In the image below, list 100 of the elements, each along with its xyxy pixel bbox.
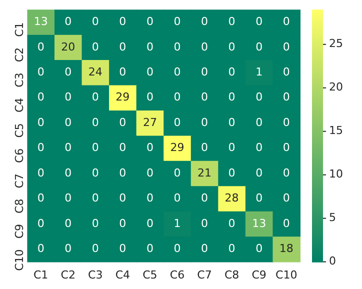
x-tick-label: C3 bbox=[88, 268, 103, 282]
data-label: 27 bbox=[142, 116, 157, 129]
data-label: 0 bbox=[37, 116, 44, 129]
x-tick-label: C8 bbox=[224, 268, 240, 282]
data-label: 0 bbox=[282, 90, 290, 104]
data-label: 24 bbox=[88, 66, 102, 79]
data-label: 0 bbox=[37, 216, 44, 230]
data-label: 0 bbox=[174, 192, 181, 205]
data-label: 0 bbox=[92, 242, 99, 256]
data-label: 0 bbox=[174, 90, 181, 104]
data-label: 0 bbox=[64, 116, 72, 129]
data-label: 0 bbox=[282, 66, 290, 79]
data-label: 0 bbox=[201, 15, 208, 28]
y-tick-label: C6 bbox=[13, 148, 26, 163]
data-label: 1 bbox=[256, 66, 263, 79]
data-label: 0 bbox=[92, 141, 99, 154]
data-label: 20 bbox=[61, 40, 76, 54]
data-label: 0 bbox=[146, 141, 154, 154]
data-label: 0 bbox=[282, 15, 290, 28]
color-bar-label: 5 bbox=[329, 211, 336, 224]
data-label: 0 bbox=[228, 15, 236, 28]
data-label: 0 bbox=[256, 40, 263, 54]
data-label: 0 bbox=[256, 166, 263, 180]
data-label: 0 bbox=[119, 141, 126, 154]
data-label: 0 bbox=[146, 216, 154, 230]
data-label: 0 bbox=[37, 166, 44, 180]
data-label: 0 bbox=[64, 216, 72, 230]
y-tick-label: C4 bbox=[13, 98, 26, 113]
data-label: 0 bbox=[64, 66, 72, 79]
data-label: 0 bbox=[64, 15, 72, 28]
data-label: 0 bbox=[174, 15, 181, 28]
data-label: 0 bbox=[256, 192, 263, 205]
data-label: 0 bbox=[119, 216, 126, 230]
color-bar-label: 0 bbox=[329, 254, 336, 268]
data-label: 0 bbox=[37, 90, 44, 104]
data-label: 0 bbox=[228, 166, 236, 180]
data-label: 1 bbox=[174, 216, 181, 230]
data-label: 0 bbox=[37, 40, 44, 54]
data-label: 0 bbox=[146, 15, 154, 28]
data-label: 0 bbox=[201, 216, 208, 230]
data-label: 0 bbox=[119, 66, 126, 79]
x-tick-label: C2 bbox=[60, 268, 76, 282]
data-label: 0 bbox=[228, 116, 236, 129]
data-label: 0 bbox=[256, 242, 263, 256]
data-label: 0 bbox=[228, 66, 236, 79]
data-label: 0 bbox=[228, 90, 236, 104]
data-label: 0 bbox=[174, 40, 181, 54]
data-label: 0 bbox=[201, 66, 208, 79]
data-label: 0 bbox=[119, 15, 126, 28]
data-label: 13 bbox=[34, 15, 48, 28]
data-label: 29 bbox=[170, 141, 184, 154]
data-label: 28 bbox=[224, 192, 239, 205]
color-bar-label: 15 bbox=[329, 124, 343, 138]
data-label: 0 bbox=[146, 242, 154, 256]
x-tick-label: C1 bbox=[33, 268, 48, 282]
y-tick-label: C3 bbox=[13, 72, 26, 88]
color-bar-label: 25 bbox=[329, 37, 343, 50]
data-label: 0 bbox=[201, 40, 208, 54]
data-label: 0 bbox=[282, 40, 290, 54]
data-label: 0 bbox=[282, 216, 290, 230]
data-label: 0 bbox=[228, 141, 236, 154]
data-label: 0 bbox=[201, 242, 208, 256]
x-tick-label: C10 bbox=[276, 268, 298, 282]
y-tick-label: C7 bbox=[13, 174, 26, 188]
data-label: 0 bbox=[92, 116, 99, 129]
data-label: 0 bbox=[282, 192, 290, 205]
data-label: 0 bbox=[119, 192, 126, 205]
data-label: 0 bbox=[201, 90, 208, 104]
data-label: 0 bbox=[146, 192, 154, 205]
data-label: 0 bbox=[256, 116, 263, 129]
data-label: 0 bbox=[119, 242, 126, 256]
data-label: 0 bbox=[119, 40, 126, 54]
data-label: 0 bbox=[37, 141, 44, 154]
data-label: 0 bbox=[37, 242, 44, 256]
data-label: 0 bbox=[146, 90, 154, 104]
x-tick-label: C6 bbox=[170, 268, 185, 282]
data-label: 0 bbox=[64, 90, 72, 104]
data-label: 0 bbox=[228, 216, 236, 230]
y-tick-label: C8 bbox=[13, 198, 26, 214]
data-label: 21 bbox=[198, 166, 212, 180]
data-label: 0 bbox=[37, 66, 44, 79]
y-tick-label: C9 bbox=[13, 224, 26, 239]
data-label: 0 bbox=[92, 216, 99, 230]
data-label: 0 bbox=[64, 242, 72, 256]
data-label: 0 bbox=[201, 116, 208, 129]
data-label: 0 bbox=[256, 141, 263, 154]
x-tick-label: C7 bbox=[197, 268, 212, 282]
data-label: 0 bbox=[146, 166, 154, 180]
data-label: 0 bbox=[119, 166, 126, 180]
color-bar-label: 20 bbox=[329, 80, 343, 94]
data-label: 0 bbox=[282, 116, 290, 129]
data-label: 0 bbox=[146, 40, 154, 54]
data-label: 0 bbox=[92, 15, 99, 28]
data-label: 0 bbox=[282, 141, 290, 154]
data-label: 0 bbox=[174, 242, 181, 256]
data-label: 0 bbox=[201, 192, 208, 205]
data-label: 0 bbox=[174, 66, 181, 79]
data-label: 0 bbox=[64, 166, 72, 180]
data-label: 0 bbox=[146, 66, 154, 79]
x-tick-label: C5 bbox=[142, 268, 158, 282]
